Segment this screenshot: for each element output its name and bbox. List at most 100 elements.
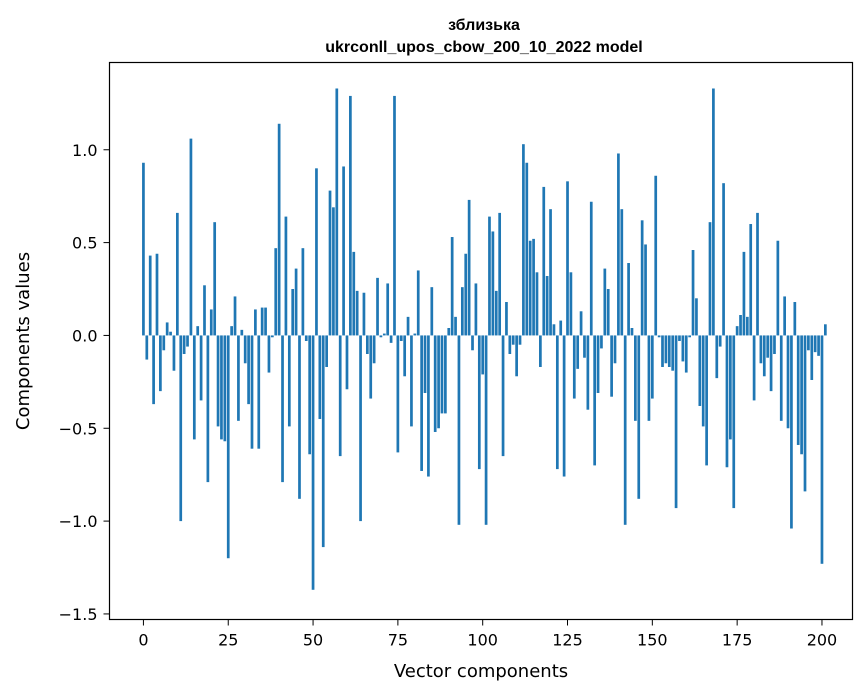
bar-121 <box>552 324 556 336</box>
y-axis-label: Components values <box>13 252 34 430</box>
bar-88 <box>440 335 444 414</box>
bar-122 <box>555 335 559 470</box>
bar-96 <box>467 199 471 336</box>
bar-116 <box>535 272 539 336</box>
bar-167 <box>708 222 712 336</box>
bar-6 <box>162 335 166 351</box>
x-tick-label: 100 <box>467 631 498 650</box>
bar-103 <box>491 231 495 336</box>
bar-29 <box>240 329 244 336</box>
chart-title: зблизька <box>448 17 520 34</box>
bar-166 <box>705 335 708 466</box>
bar-56 <box>332 207 335 336</box>
bar-155 <box>667 335 671 367</box>
bar-201 <box>824 324 827 336</box>
bar-176 <box>739 315 742 336</box>
bar-67 <box>369 335 373 399</box>
bar-124 <box>562 335 566 477</box>
bar-128 <box>576 335 580 369</box>
bar-144 <box>630 328 634 336</box>
bar-60 <box>345 335 349 390</box>
bar-99 <box>477 335 481 470</box>
bar-154 <box>664 335 668 364</box>
bar-200 <box>820 335 824 564</box>
bar-160 <box>684 335 688 373</box>
bar-89 <box>444 335 447 414</box>
bar-71 <box>382 333 386 336</box>
bar-40 <box>277 123 281 336</box>
bar-189 <box>783 296 786 336</box>
bar-191 <box>790 335 793 529</box>
bar-123 <box>559 320 563 336</box>
bar-65 <box>362 292 366 336</box>
bar-177 <box>742 251 746 336</box>
bar-47 <box>301 248 305 336</box>
bar-187 <box>776 240 780 336</box>
bar-93 <box>457 335 461 525</box>
bar-104 <box>494 290 498 336</box>
bar-18 <box>203 285 206 336</box>
bar-105 <box>498 212 502 336</box>
bar-22 <box>216 335 220 427</box>
bar-30 <box>243 335 247 364</box>
bar-41 <box>281 335 284 483</box>
bar-0 <box>142 162 145 336</box>
bar-152 <box>657 335 661 338</box>
x-tick-label: 150 <box>637 631 668 650</box>
bar-87 <box>437 335 440 429</box>
bar-161 <box>688 335 691 338</box>
bars-group <box>142 88 827 590</box>
bar-70 <box>379 335 383 338</box>
plot-frame <box>108 61 854 621</box>
bar-174 <box>732 335 736 509</box>
bar-52 <box>318 335 322 419</box>
bar-62 <box>352 251 356 336</box>
bar-11 <box>179 335 183 522</box>
bar-78 <box>406 316 410 336</box>
bar-66 <box>365 335 369 354</box>
x-axis-label: Vector components <box>394 661 568 682</box>
bar-175 <box>735 326 739 336</box>
bar-170 <box>718 335 722 347</box>
bar-142 <box>623 335 627 525</box>
bar-42 <box>284 216 288 336</box>
bar-181 <box>756 212 759 336</box>
bar-199 <box>817 335 820 356</box>
bar-193 <box>796 335 800 445</box>
bar-101 <box>484 335 488 525</box>
bar-54 <box>325 335 328 367</box>
bar-92 <box>454 316 457 336</box>
y-tick-label: 1.0 <box>72 141 97 160</box>
bar-75 <box>396 335 400 453</box>
bar-141 <box>620 209 624 336</box>
bar-109 <box>511 335 515 345</box>
bar-126 <box>569 272 573 336</box>
bar-51 <box>315 168 318 336</box>
bar-72 <box>386 283 390 336</box>
bar-171 <box>722 183 725 336</box>
bar-85 <box>430 287 434 336</box>
bar-178 <box>745 316 749 336</box>
y-tick-label: 0.0 <box>72 326 97 345</box>
bar-44 <box>291 289 295 336</box>
bar-63 <box>355 290 359 336</box>
bar-195 <box>803 335 807 492</box>
bar-76 <box>399 335 403 341</box>
bar-61 <box>349 95 352 336</box>
bar-82 <box>420 335 423 471</box>
bar-196 <box>807 335 810 351</box>
bar-90 <box>447 328 451 336</box>
bar-83 <box>423 335 427 393</box>
bar-117 <box>539 335 542 367</box>
y-tick-label: 0.5 <box>72 234 97 253</box>
bar-4 <box>155 253 159 336</box>
bar-31 <box>247 335 250 405</box>
bar-21 <box>213 222 217 336</box>
bar-68 <box>372 335 376 364</box>
bar-131 <box>586 335 590 410</box>
bar-98 <box>474 283 478 336</box>
bar-1 <box>145 335 149 360</box>
x-axis-ticks: 0 25 50 75 100 125 150 175 200 <box>138 619 837 650</box>
bar-15 <box>192 335 196 440</box>
